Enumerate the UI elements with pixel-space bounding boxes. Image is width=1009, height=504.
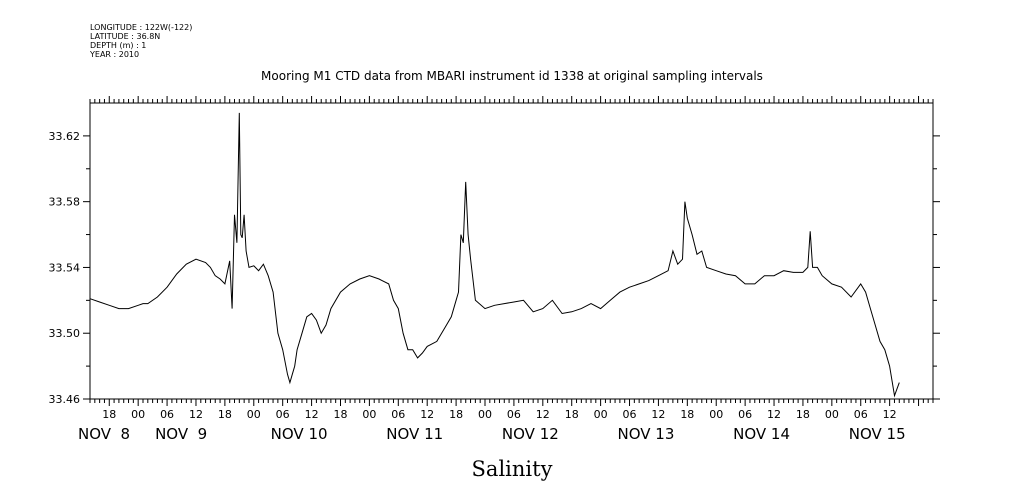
y-tick-label: 33.58	[49, 196, 81, 209]
x-hour-label: 18	[449, 408, 463, 421]
x-day-label: NOV 11	[386, 425, 443, 443]
x-hour-label: 00	[362, 408, 376, 421]
y-tick-label: 33.50	[49, 327, 81, 340]
plot-frame	[89, 102, 934, 400]
x-hour-label: 06	[854, 408, 868, 421]
x-hour-label: 00	[825, 408, 839, 421]
x-hour-label: 00	[478, 408, 492, 421]
y-tick-label: 33.62	[49, 130, 81, 143]
x-hour-label: 06	[507, 408, 521, 421]
x-hour-label: 12	[536, 408, 550, 421]
x-hour-label: 06	[276, 408, 290, 421]
x-day-label: NOV 8	[78, 425, 130, 443]
meta-year: YEAR : 2010	[89, 50, 139, 59]
salinity-line	[89, 112, 900, 398]
x-day-label: NOV 14	[733, 425, 790, 443]
x-hour-label: 06	[391, 408, 405, 421]
x-hour-label: 12	[767, 408, 781, 421]
x-day-label: NOV 10	[271, 425, 328, 443]
x-hour-label: 12	[420, 408, 434, 421]
x-hour-label: 00	[131, 408, 145, 421]
y-axis: 33.46 33.50 33.54 33.58 33.62	[49, 130, 940, 406]
meta-block: LONGITUDE : 122W(-122) LATITUDE : 36.8N …	[89, 23, 192, 59]
x-hour-label: 18	[680, 408, 694, 421]
meta-longitude: LONGITUDE : 122W(-122)	[90, 23, 192, 32]
x-hour-label: 18	[565, 408, 579, 421]
chart-title: Mooring M1 CTD data from MBARI instrumen…	[261, 69, 763, 83]
x-hour-label: 00	[594, 408, 608, 421]
x-hour-label: 06	[160, 408, 174, 421]
x-hour-label: 12	[305, 408, 319, 421]
y-tick-label: 33.54	[49, 261, 81, 274]
x-hour-label: 18	[796, 408, 810, 421]
x-hour-label: 18	[333, 408, 347, 421]
x-day-label: NOV 9	[155, 425, 207, 443]
x-hour-label: 06	[738, 408, 752, 421]
x-hour-label: 18	[218, 408, 232, 421]
x-hour-label: 12	[189, 408, 203, 421]
x-hour-label: 00	[709, 408, 723, 421]
x-day-label: NOV 13	[618, 425, 675, 443]
series-layer	[89, 112, 900, 398]
x-axis: 18 00 06 12 18 00 06 12 18 00 06 12 18 00 06 12 18 00 06 12…	[78, 96, 934, 443]
meta-depth: DEPTH (m) : 1	[90, 41, 146, 50]
x-hour-label: 12	[883, 408, 897, 421]
x-hour-label: 18	[102, 408, 116, 421]
x-hour-label: 12	[651, 408, 665, 421]
x-day-label: NOV 12	[502, 425, 559, 443]
x-day-label: NOV 15	[849, 425, 906, 443]
y-tick-label: 33.46	[49, 393, 81, 406]
x-axis-title: Salinity	[472, 457, 553, 481]
meta-latitude: LATITUDE : 36.8N	[90, 32, 160, 41]
x-hour-label: 00	[247, 408, 261, 421]
x-hour-label: 06	[623, 408, 637, 421]
